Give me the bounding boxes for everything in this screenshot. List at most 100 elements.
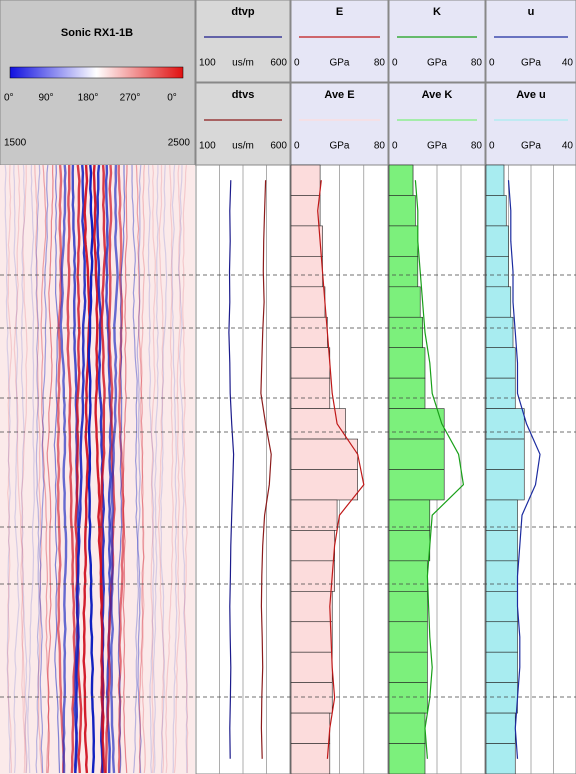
phase-tick: 270° xyxy=(120,93,141,104)
wave-stripe xyxy=(13,164,20,774)
average-block xyxy=(290,225,323,257)
wave-stripe xyxy=(139,164,146,774)
wave-stripe xyxy=(4,164,11,774)
wave-stripe xyxy=(133,164,142,774)
curve-header xyxy=(290,0,389,83)
log-curve xyxy=(317,180,365,759)
average-block xyxy=(485,621,518,653)
average-block xyxy=(290,286,326,318)
scale-unit: us/m xyxy=(232,58,254,69)
scale-min: 0 xyxy=(392,58,398,69)
scale-max: 600 xyxy=(270,141,287,152)
average-block xyxy=(290,195,321,227)
wave-stripe xyxy=(34,164,43,774)
phase-tick: 180° xyxy=(78,93,99,104)
scale-min: 100 xyxy=(199,141,216,152)
average-block xyxy=(485,408,525,440)
average-block xyxy=(388,651,428,683)
average-block xyxy=(485,560,518,592)
average-block xyxy=(388,621,428,653)
scale-unit: GPa xyxy=(427,141,447,152)
log-curve xyxy=(260,180,272,759)
curve-name: u xyxy=(528,6,535,18)
phase-tick: 90° xyxy=(38,93,53,104)
average-block xyxy=(290,682,333,714)
wave-stripe xyxy=(74,164,83,774)
log-curve xyxy=(414,180,465,759)
average-block xyxy=(485,438,525,470)
wave-stripe xyxy=(173,164,182,774)
average-block xyxy=(388,408,445,440)
wave-stripe xyxy=(46,164,54,774)
average-block xyxy=(290,651,333,683)
wave-stripe xyxy=(13,164,27,774)
wave-stripe xyxy=(53,164,61,774)
average-block xyxy=(290,408,346,440)
average-block xyxy=(485,590,518,623)
scale-unit: GPa xyxy=(521,58,541,69)
scale-max: 80 xyxy=(471,141,483,152)
average-block xyxy=(485,469,525,501)
wave-stripe xyxy=(40,164,50,774)
color-bar xyxy=(9,66,184,79)
average-block xyxy=(485,651,518,683)
wave-stripe xyxy=(160,164,168,774)
scale-max: 600 xyxy=(270,58,287,69)
phase-tick: 0° xyxy=(167,93,177,104)
average-block xyxy=(290,621,333,653)
scale-min: 0 xyxy=(294,58,300,69)
average-block xyxy=(388,347,426,379)
average-block xyxy=(485,682,518,714)
scale-min: 0 xyxy=(489,141,495,152)
average-block xyxy=(290,316,328,349)
average-block xyxy=(388,499,431,531)
average-block xyxy=(388,286,421,318)
average-block xyxy=(485,225,509,257)
average-block xyxy=(485,286,512,318)
wave-stripe xyxy=(66,165,77,774)
wave-stripe xyxy=(59,164,68,774)
log-curve xyxy=(228,180,235,759)
average-block xyxy=(485,377,516,409)
average-block xyxy=(388,682,428,714)
average-block xyxy=(485,164,505,196)
scale-min: 0 xyxy=(392,141,398,152)
average-block xyxy=(290,469,358,501)
scale-unit: GPa xyxy=(521,141,541,152)
average-block xyxy=(388,743,426,774)
scale-unit: GPa xyxy=(427,58,447,69)
scale-max: 80 xyxy=(374,141,386,152)
average-block xyxy=(485,256,509,288)
average-block xyxy=(388,590,428,623)
scale-min: 0 xyxy=(294,141,300,152)
average-block xyxy=(388,712,426,744)
curve-name: Ave u xyxy=(516,89,546,101)
average-block xyxy=(290,712,331,744)
average-block xyxy=(388,438,445,470)
scale-unit: GPa xyxy=(329,58,349,69)
average-block xyxy=(485,316,514,349)
log-curve xyxy=(507,180,541,759)
average-block xyxy=(290,499,338,531)
wave-stripe xyxy=(27,164,35,774)
wave-stripe xyxy=(171,164,178,774)
average-block xyxy=(485,712,516,744)
average-block xyxy=(388,377,426,409)
wave-stripe xyxy=(131,164,142,774)
scale-min: 0 xyxy=(489,58,495,69)
wave-stripe xyxy=(177,164,188,774)
average-block xyxy=(485,347,516,379)
wave-stripe xyxy=(87,164,96,774)
average-block xyxy=(388,530,431,562)
wave-stripe xyxy=(109,164,119,774)
x-tick-label: 2500 xyxy=(168,138,191,149)
average-block xyxy=(388,256,419,288)
wave-stripe xyxy=(35,164,41,774)
curve-header xyxy=(195,0,291,83)
image-title: Sonic RX1-1B xyxy=(61,27,133,39)
average-block xyxy=(388,560,428,592)
curve-header xyxy=(388,0,486,83)
average-block xyxy=(290,530,335,562)
wave-stripe xyxy=(99,164,107,774)
